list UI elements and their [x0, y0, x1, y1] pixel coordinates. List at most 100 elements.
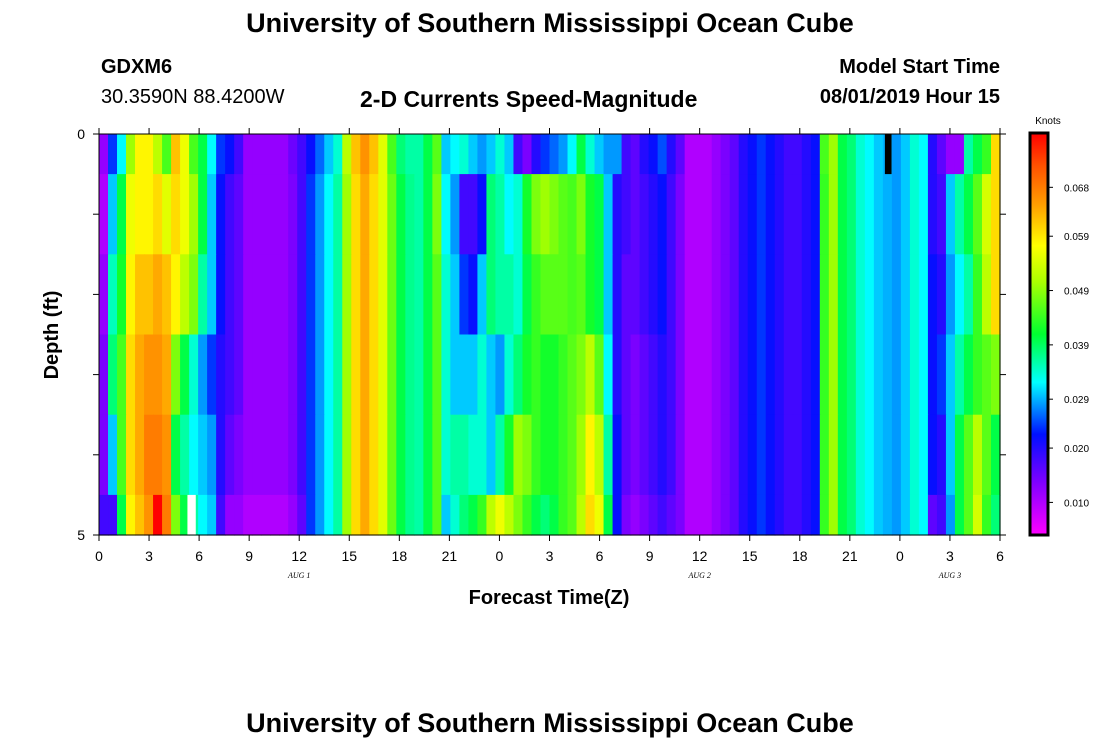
heatmap-cell [756, 414, 767, 496]
heatmap-cell [990, 174, 1001, 255]
special-marks [187, 134, 892, 535]
heatmap-cell [216, 414, 226, 496]
heatmap-cell [639, 134, 650, 175]
colorbar-gradient [1028, 131, 1050, 537]
heatmap-cell [558, 134, 569, 175]
heatmap-cell [216, 174, 226, 255]
heatmap-cell [270, 254, 280, 336]
heatmap-cell [900, 174, 911, 255]
heatmap-cell [504, 334, 515, 416]
heatmap-cell [828, 254, 839, 336]
heatmap-cell [927, 254, 938, 336]
heatmap-cell [576, 174, 587, 255]
colorbar-tick-label: 0.029 [1064, 395, 1089, 406]
heatmap-cell [945, 334, 956, 416]
heatmap-cell [855, 334, 866, 416]
heatmap-cell [936, 414, 947, 496]
heatmap-cell [684, 174, 695, 255]
heatmap-cell [279, 494, 289, 536]
heatmap-cell [621, 494, 632, 536]
heatmap-cell [360, 414, 370, 496]
heatmap-cell [378, 254, 388, 336]
plot-title: 2-D Currents Speed-Magnitude [360, 86, 698, 112]
heatmap-cell [459, 174, 470, 255]
heatmap-cell [387, 134, 397, 175]
date-label: AUG 3 [938, 571, 961, 580]
heatmap-cell [306, 494, 316, 536]
heatmap-cell [927, 134, 938, 175]
heatmap-cell [459, 254, 470, 336]
heatmap-cell [621, 414, 632, 496]
heatmap-cell [954, 414, 965, 496]
heatmap-cell [549, 414, 560, 496]
heatmap-cell [153, 414, 163, 496]
heatmap-cell [567, 134, 578, 175]
heatmap-cell [936, 334, 947, 416]
x-tick-label: 21 [842, 548, 858, 564]
heatmap-cell [738, 334, 749, 416]
y-axis-title: Depth (ft) [41, 291, 63, 380]
station-coords: 30.3590N 88.4200W [101, 86, 285, 108]
heatmap-cell [180, 134, 190, 175]
heatmap-cell [846, 414, 857, 496]
heatmap-cell [702, 134, 713, 175]
heatmap-cell [126, 414, 136, 496]
heatmap-cell [909, 334, 920, 416]
heatmap-cell [864, 254, 875, 336]
colorbar-unit: Knots [1035, 116, 1061, 127]
heatmap-cell [432, 134, 442, 175]
heatmap-cell [747, 494, 758, 536]
heatmap-cell [873, 494, 884, 536]
heatmap-cell [882, 334, 893, 416]
model-start-time: 08/01/2019 Hour 15 [819, 86, 1000, 108]
heatmap-cell [297, 334, 307, 416]
heatmap-cell [819, 494, 830, 536]
heatmap-cell [225, 414, 235, 496]
heatmap-cell [540, 134, 551, 175]
heatmap-cell [306, 334, 316, 416]
heatmap-cell [729, 174, 740, 255]
heatmap-cell [432, 334, 442, 416]
heatmap-cell [972, 134, 983, 175]
heatmap-cell [729, 494, 740, 536]
heatmap-cell [567, 174, 578, 255]
heatmap-cell [603, 254, 614, 336]
heatmap-cell [207, 254, 217, 336]
heatmap-cell [720, 494, 731, 536]
heatmap-cell [540, 254, 551, 336]
heatmap-cell [675, 174, 686, 255]
heatmap-cell [369, 254, 379, 336]
heatmap-cell [810, 334, 821, 416]
heatmap-cell [684, 414, 695, 496]
heatmap-cell [693, 494, 704, 536]
heatmap-cell [855, 254, 866, 336]
heatmap-cell [333, 414, 343, 496]
heatmap-cell [567, 414, 578, 496]
heatmap-cell [837, 414, 848, 496]
heatmap-cell [234, 254, 244, 336]
heatmap-cell [468, 174, 479, 255]
heatmap-cell [171, 174, 181, 255]
heatmap-cell [495, 254, 506, 336]
heatmap-cell [585, 494, 596, 536]
heatmap-cell [108, 134, 118, 175]
heatmap-cell [558, 334, 569, 416]
heatmap-cell [648, 134, 659, 175]
heatmap-cell [315, 414, 325, 496]
heatmap-cell [531, 334, 542, 416]
heatmap-cell [396, 254, 406, 336]
heatmap-cell [297, 414, 307, 496]
heatmap-cell [441, 254, 451, 336]
heatmap-cell [756, 254, 767, 336]
heatmap-cell [864, 174, 875, 255]
heatmap-cell [414, 414, 424, 496]
heatmap-cell [243, 174, 253, 255]
heatmap-cell [792, 494, 803, 536]
heatmap-cell [720, 174, 731, 255]
heatmap-cell [666, 174, 677, 255]
heatmap-cell [549, 494, 560, 536]
heatmap-cell [990, 334, 1001, 416]
heatmap-cell [171, 334, 181, 416]
heatmap-cell [576, 334, 587, 416]
heatmap-cell [801, 414, 812, 496]
